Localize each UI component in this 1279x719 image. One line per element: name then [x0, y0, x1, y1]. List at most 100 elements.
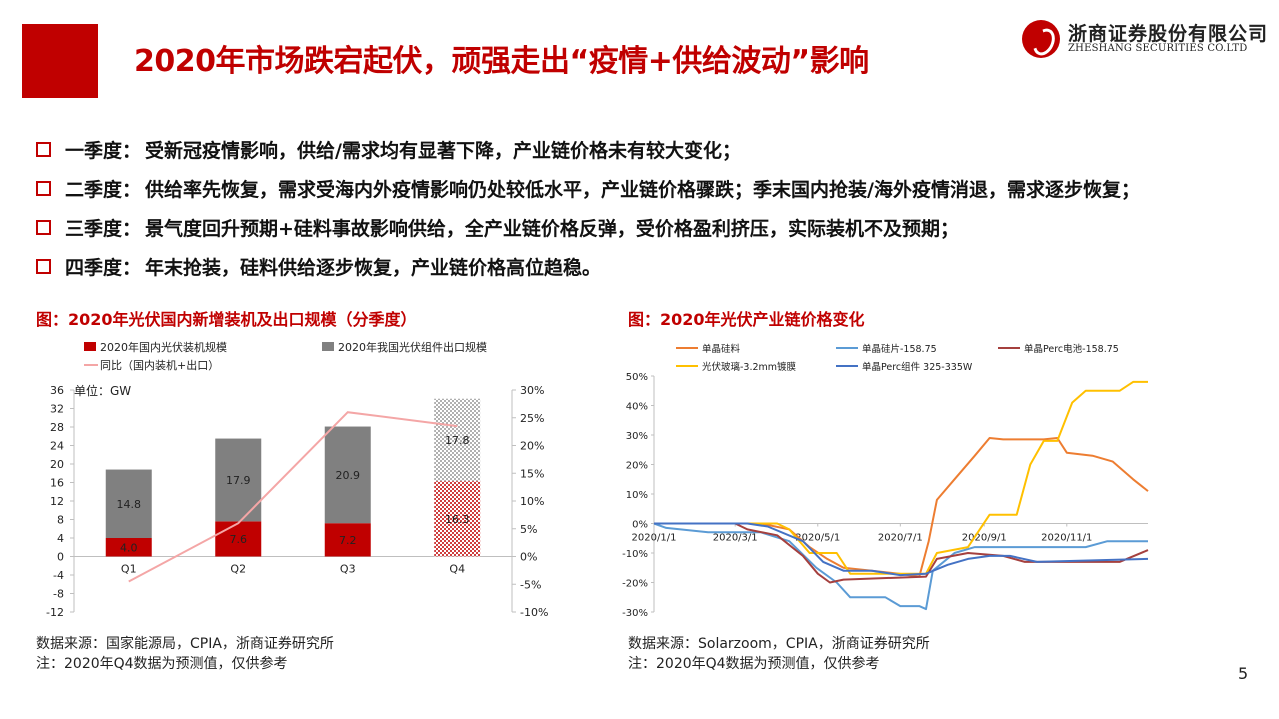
- left-source: 数据来源：国家能源局，CPIA，浙商证券研究所: [36, 636, 334, 652]
- bullet-text: 年末抢装，硅料供给逐步恢复，产业链价格高位趋稳。: [145, 257, 602, 279]
- logo-text-cn: 浙商证券股份有限公司: [1068, 23, 1269, 45]
- legend-label-2: 单晶Perc电池-158.75: [1024, 343, 1119, 355]
- y-tick-label: 20: [50, 458, 64, 471]
- logo-text-en: ZHESHANG SECURITIES CO.LTD: [1068, 43, 1248, 54]
- bar-domestic-Q3: [324, 523, 371, 557]
- x-tick-label: 2020/3/1: [713, 533, 758, 544]
- y2-tick-label: 30%: [520, 384, 544, 397]
- bullet-square-icon: [36, 220, 51, 235]
- y2-tick-label: 0%: [520, 551, 537, 564]
- legend-label-4: 单晶Perc组件 325-335W: [862, 361, 973, 373]
- series-line-4: [654, 522, 1149, 577]
- y-tick-label: 28: [50, 421, 64, 434]
- x-tick-label: Q2: [230, 562, 246, 575]
- y-tick-label: 12: [50, 495, 64, 508]
- y-tick-label: -10%: [622, 549, 648, 560]
- bar-plot-area: -12 -8 -4 0 4 8 12 16 20 24 28 32 36 -10% -5% 0% 5% 10% 15…: [46, 384, 548, 619]
- y2-tick-label: 5%: [520, 523, 537, 536]
- y2-tick-label: 10%: [520, 495, 544, 508]
- legend-swatch-domestic: [84, 342, 96, 351]
- x-tick-label: 2020/7/1: [878, 533, 923, 544]
- y2-tick-label: 20%: [520, 440, 544, 453]
- y-tick-label: 24: [50, 440, 64, 453]
- data-label-export: 17.9: [226, 474, 251, 487]
- y-tick-label: 40%: [626, 402, 648, 413]
- x-tick-label: 2020/1/1: [632, 533, 677, 544]
- bar-chart-legend: 2020年国内光伏装机规模 2020年我国光伏组件出口规模 同比（国内装机+出口…: [84, 340, 487, 372]
- yoy-line: [128, 411, 458, 583]
- bar-domestic-Q2: [215, 521, 262, 557]
- legend-label-export: 2020年我国光伏组件出口规模: [338, 340, 487, 354]
- legend-label-1: 单晶硅片-158.75: [862, 343, 937, 355]
- page-title: 2020年市场跌宕起伏，顽强走出“疫情+供给波动”影响: [134, 44, 869, 79]
- y-tick-label: 20%: [626, 461, 648, 472]
- bullet-square-icon: [36, 181, 51, 196]
- legend-swatch-export: [322, 342, 334, 351]
- line-plot-area: -30% -20% -10% 0% 10% 20% 30% 40% 50% 2020/1/1 202…: [622, 372, 1149, 619]
- right-chart-caption: 图：2020年光伏产业链价格变化: [628, 310, 865, 329]
- page-number: 5: [1238, 664, 1249, 683]
- data-label-domestic: 7.2: [339, 534, 357, 547]
- bullet-q4: 四季度： 年末抢装，硅料供给逐步恢复，产业链价格高位趋稳。: [36, 247, 1140, 286]
- bullet-label: 四季度：: [65, 257, 142, 279]
- legend-label-0: 单晶硅料: [702, 343, 741, 355]
- y-tick-label: -12: [46, 606, 64, 619]
- legend-label-domestic: 2020年国内光伏装机规模: [100, 340, 227, 354]
- y-tick-label: 0: [57, 551, 64, 564]
- bullet-q3: 三季度： 景气度回升预期+硅料事故影响供给，全产业链价格反弹，受价格盈利挤压，实际…: [36, 208, 1140, 247]
- y-tick-label: 36: [50, 384, 64, 397]
- bullet-list: 一季度： 受新冠疫情影响，供给/需求均有显著下降，产业链价格未有较大变化； 二季度…: [36, 130, 1140, 286]
- bullet-text: 供给率先恢复，需求受海内外疫情影响仍处较低水平，产业链价格骤跌；季末国内抢装/海…: [145, 179, 1140, 201]
- x-tick-label: 2020/5/1: [795, 533, 840, 544]
- y-tick-label: 30%: [626, 431, 648, 442]
- price-change-chart: 单晶硅料 单晶硅片-158.75 单晶Perc电池-158.75 光伏玻璃-3.2mm…: [622, 343, 1149, 619]
- data-label-export: 20.9: [336, 469, 361, 482]
- right-source-note: 数据来源：Solarzoom，CPIA，浙商证券研究所 注：2020年Q4数据为…: [628, 634, 930, 674]
- legend-label-yoy: 同比（国内装机+出口）: [100, 358, 219, 372]
- series-line-3: [654, 380, 1148, 575]
- y2-tick-label: 25%: [520, 412, 544, 425]
- y-tick-label: -30%: [622, 608, 648, 619]
- data-label-domestic: 16.3: [445, 513, 470, 526]
- installation-export-chart: 2020年国内光伏装机规模 2020年我国光伏组件出口规模 同比（国内装机+出口…: [46, 340, 548, 619]
- x-tick-label: Q4: [449, 562, 465, 575]
- left-chart-caption: 图：2020年光伏国内新增装机及出口规模（分季度）: [36, 310, 417, 329]
- y-tick-label: 10%: [626, 490, 648, 501]
- data-label-domestic: 7.6: [230, 533, 248, 546]
- y2-tick-label: -10%: [520, 606, 548, 619]
- title-corner-block: [22, 24, 98, 98]
- logo-emblem-icon: [1022, 20, 1060, 58]
- bullet-q1: 一季度： 受新冠疫情影响，供给/需求均有显著下降，产业链价格未有较大变化；: [36, 130, 1140, 169]
- y-tick-label: -4: [53, 569, 64, 582]
- series-line-0: [654, 437, 1149, 578]
- bullet-text: 受新冠疫情影响，供给/需求均有显著下降，产业链价格未有较大变化；: [145, 140, 741, 162]
- x-tick-label: 2020/11/1: [1041, 533, 1092, 544]
- y-tick-label: 8: [57, 514, 64, 527]
- right-source: 数据来源：Solarzoom，CPIA，浙商证券研究所: [628, 636, 930, 652]
- y2-tick-label: -5%: [520, 578, 541, 591]
- bar-domestic-Q1: [105, 538, 152, 557]
- x-tick-label: Q1: [121, 562, 137, 575]
- line-chart-legend: 单晶硅料 单晶硅片-158.75 单晶Perc电池-158.75 光伏玻璃-3.2mm…: [676, 343, 1119, 373]
- y-tick-label: 50%: [626, 372, 648, 383]
- left-note: 注：2020年Q4数据为预测值，仅供参考: [36, 656, 288, 672]
- unit-label: 单位：GW: [74, 383, 131, 398]
- series-line-1: [653, 522, 1148, 611]
- bar-export-Q4: [434, 398, 481, 482]
- x-tick-label: 2020/9/1: [962, 533, 1007, 544]
- x-tick-label: Q3: [340, 562, 356, 575]
- y-tick-label: 0%: [632, 520, 648, 531]
- y2-tick-label: 15%: [520, 467, 544, 480]
- y-tick-label: 16: [50, 477, 64, 490]
- legend-label-3: 光伏玻璃-3.2mm镀膜: [702, 361, 797, 373]
- data-label-export: 17.8: [445, 434, 470, 447]
- bullet-label: 一季度：: [65, 140, 142, 162]
- bar-export-Q1: [105, 469, 152, 538]
- y-tick-label: -20%: [622, 579, 648, 590]
- bullet-label: 二季度：: [65, 179, 142, 201]
- y-tick-label: 4: [57, 532, 64, 545]
- data-label-export: 14.8: [117, 498, 142, 511]
- bullet-label: 三季度：: [65, 218, 142, 240]
- left-source-note: 数据来源：国家能源局，CPIA，浙商证券研究所 注：2020年Q4数据为预测值，…: [36, 634, 334, 674]
- y-tick-label: 32: [50, 403, 64, 416]
